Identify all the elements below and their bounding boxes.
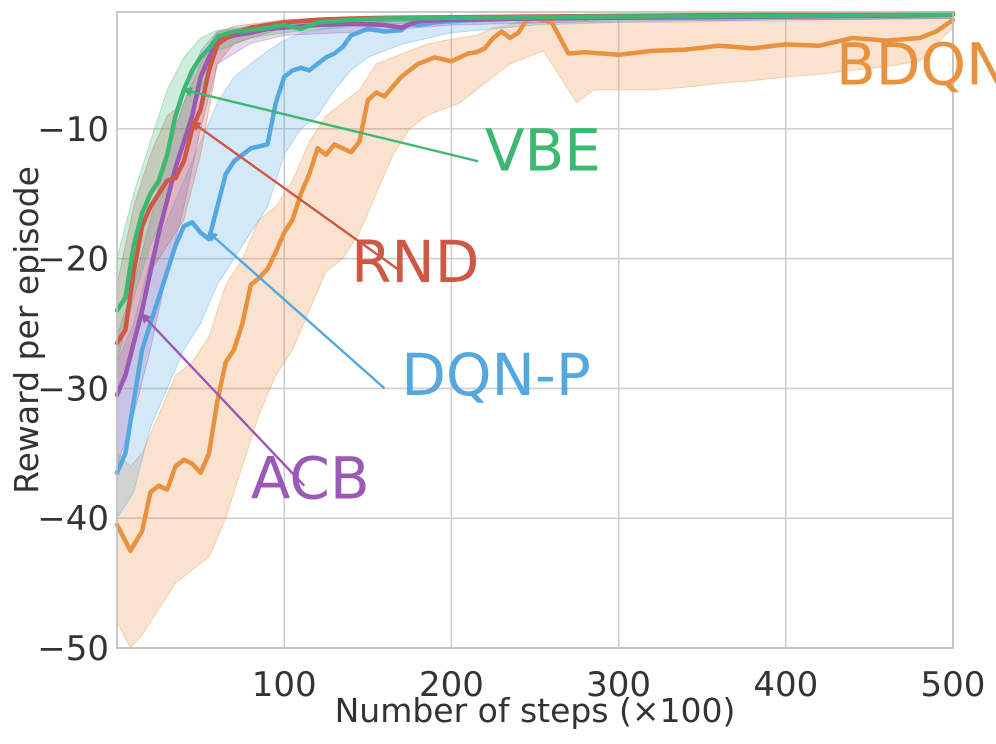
vbe-arrow xyxy=(181,86,479,163)
annotation-arrows xyxy=(140,86,479,487)
x-tick-label: 500 xyxy=(921,665,986,705)
y-axis-label: Reward per episode xyxy=(7,166,46,494)
vbe-label: VBE xyxy=(485,116,601,184)
vbe-line xyxy=(114,12,956,313)
bdqn-line xyxy=(114,16,956,553)
x-axis-label: Number of steps (×100) xyxy=(335,691,736,730)
x-tick-label: 100 xyxy=(252,665,317,705)
rnd-label: RND xyxy=(351,228,479,296)
acb-arrow xyxy=(140,312,306,487)
acb-label: ACB xyxy=(251,445,370,513)
y-tick-label: −40 xyxy=(37,499,109,539)
y-tick-label: −50 xyxy=(37,629,109,669)
rnd-arrow xyxy=(190,121,402,273)
y-tick-label: −20 xyxy=(37,240,109,280)
y-tick-label: −10 xyxy=(37,110,109,150)
x-tick-label: 300 xyxy=(586,665,651,705)
x-tick-labels: 100 200 300 400 500 xyxy=(252,665,986,705)
plot-frame xyxy=(116,11,954,649)
dqn-p-arrow xyxy=(207,231,386,390)
y-tick-labels: −10 −20 −30 −40 −50 xyxy=(37,110,109,669)
dqn-p-label: DQN-P xyxy=(401,341,591,409)
x-tick-label: 200 xyxy=(419,665,484,705)
x-tick-label: 400 xyxy=(753,665,818,705)
y-tick-label: −30 xyxy=(37,369,109,409)
series-lines xyxy=(114,11,956,553)
bdqn-label: BDQN xyxy=(836,31,996,99)
